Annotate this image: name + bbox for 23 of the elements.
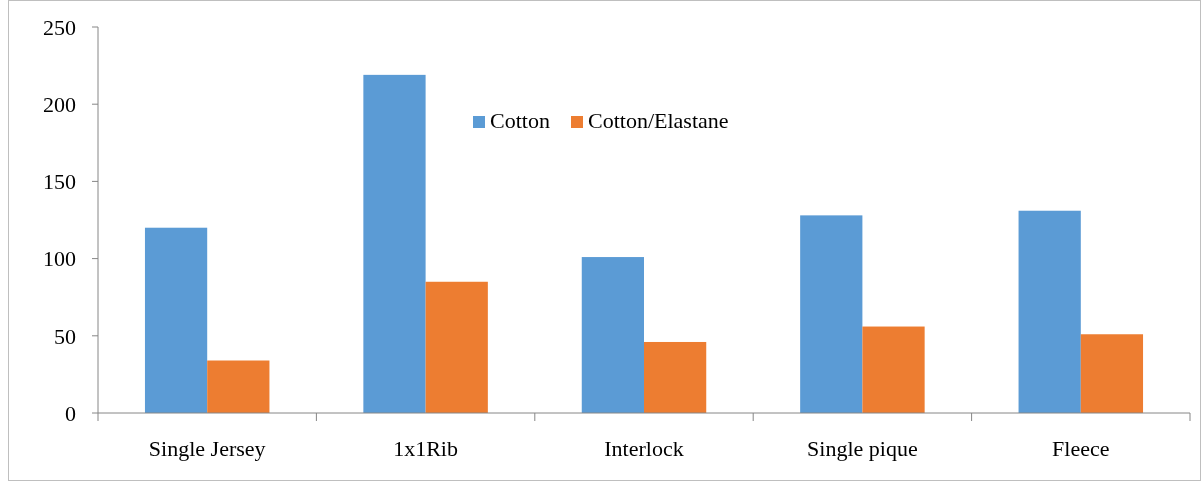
- y-tick-label: 200: [43, 91, 76, 117]
- y-tick-label: 0: [65, 400, 76, 426]
- y-tick-label: 150: [43, 169, 76, 195]
- bar: [581, 257, 644, 413]
- bar: [425, 281, 488, 413]
- x-tick-label: 1x1Rib: [393, 436, 458, 461]
- bar: [644, 341, 707, 413]
- bar: [1080, 334, 1144, 413]
- x-tick-label: Single Jersey: [148, 436, 266, 461]
- legend-label: Cotton/Elastane: [588, 108, 729, 133]
- legend-label: Cotton: [490, 108, 550, 133]
- x-tick-label: Fleece: [1052, 436, 1110, 461]
- y-tick-label: 100: [43, 246, 76, 272]
- bar: [363, 74, 426, 413]
- y-tick-label: 250: [43, 14, 76, 40]
- x-tick-label: Single pique: [807, 436, 918, 461]
- x-tick-label: Interlock: [604, 436, 684, 461]
- bar: [1018, 210, 1081, 413]
- y-tick-label: 50: [54, 323, 76, 349]
- bar: [862, 326, 925, 413]
- bar: [207, 360, 270, 413]
- bar: [800, 215, 863, 413]
- bar: [144, 227, 208, 413]
